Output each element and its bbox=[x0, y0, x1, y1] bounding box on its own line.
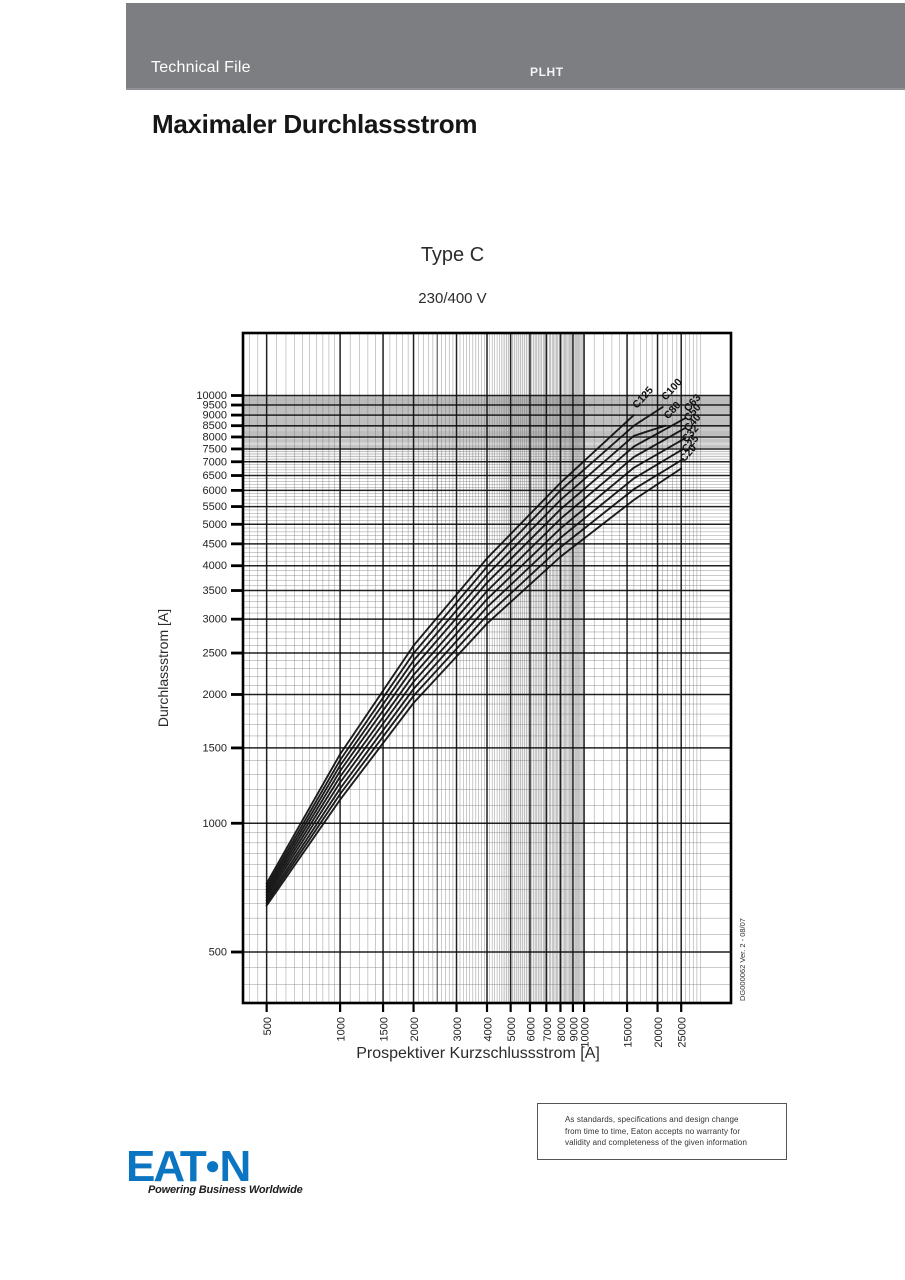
y-tick-label: 9500 bbox=[203, 400, 227, 412]
curve-C100 bbox=[265, 406, 664, 888]
x-tick-label: 2000 bbox=[409, 1017, 421, 1041]
y-tick-label: 3000 bbox=[203, 614, 227, 626]
logo-text-part: N bbox=[219, 1142, 251, 1191]
grid-density-band bbox=[501, 333, 547, 1003]
curve-C80 bbox=[265, 424, 667, 891]
y-tick-label: 6000 bbox=[203, 485, 227, 497]
x-tick-label: 7000 bbox=[542, 1017, 554, 1041]
curve-C125 bbox=[265, 414, 635, 885]
y-tick-label: 3500 bbox=[203, 585, 227, 597]
header-bar: Technical File PLHT bbox=[126, 3, 905, 90]
x-tick-label: 1500 bbox=[379, 1017, 391, 1041]
x-tick-label: 1000 bbox=[336, 1017, 348, 1041]
y-tick-label: 2500 bbox=[203, 648, 227, 660]
x-tick-label: 5000 bbox=[506, 1017, 518, 1041]
y-tick-label: 1000 bbox=[203, 818, 227, 830]
y-tick-label: 8500 bbox=[203, 420, 227, 432]
curve-C63 bbox=[265, 417, 687, 894]
page-title: Maximaler Durchlassstrom bbox=[152, 109, 478, 139]
disclaimer-box: As standards, specifications and design … bbox=[537, 1103, 787, 1160]
x-tick-label: 4000 bbox=[483, 1017, 495, 1041]
x-tick-label: 8000 bbox=[556, 1017, 568, 1041]
x-tick-label: 500 bbox=[262, 1017, 274, 1035]
curve-C32 bbox=[265, 447, 685, 902]
x-axis-title: Prospektiver Kurzschlussstrom [A] bbox=[356, 1045, 600, 1062]
x-tick-label: 6000 bbox=[525, 1017, 537, 1041]
disclaimer-line: validity and completeness of the given i… bbox=[565, 1138, 747, 1147]
y-tick-label: 9000 bbox=[203, 410, 227, 422]
plot-border bbox=[241, 331, 733, 1005]
logo-text-part: EAT bbox=[126, 1142, 207, 1191]
y-tick-label: 10000 bbox=[196, 390, 227, 402]
y-tick-label: 4000 bbox=[203, 560, 227, 572]
y-tick-label: 1500 bbox=[203, 742, 227, 754]
curve-C40 bbox=[265, 437, 687, 899]
y-tick-label: 7000 bbox=[203, 456, 227, 468]
x-tick-label: 9000 bbox=[568, 1017, 580, 1041]
grid-density-band bbox=[546, 333, 585, 1003]
disclaimer-line: from time to time, Eaton accepts no warr… bbox=[565, 1126, 741, 1136]
curve-C50 bbox=[265, 426, 687, 896]
y-axis-title: Durchlassstrom [A] bbox=[155, 609, 171, 727]
y-tick-label: 500 bbox=[209, 947, 227, 959]
eaton-logo: EAT●N bbox=[126, 1142, 251, 1191]
doc-id-vertical: DG000062 Ver. 2 - 08/07 bbox=[738, 918, 747, 1001]
x-tick-label: 25000 bbox=[677, 1017, 689, 1048]
x-tick-label: 10000 bbox=[580, 1017, 592, 1048]
x-tick-label: 15000 bbox=[623, 1017, 635, 1048]
curve-C20 bbox=[265, 467, 683, 907]
chart-type-label: Type C bbox=[420, 244, 485, 266]
y-tick-label: 2000 bbox=[203, 689, 227, 701]
logo-dot-icon: ● bbox=[204, 1150, 221, 1180]
y-tick-label: 8000 bbox=[203, 431, 227, 443]
disclaimer-line: As standards, specifications and design … bbox=[565, 1115, 739, 1124]
logo-tagline: Powering Business Worldwide bbox=[148, 1184, 303, 1196]
y-tick-label: 5000 bbox=[203, 519, 227, 531]
curve-C25 bbox=[265, 458, 685, 904]
header-document-type: Technical File bbox=[151, 59, 251, 76]
header-product-code: PLHT bbox=[530, 65, 564, 79]
y-tick-label: 4500 bbox=[203, 538, 227, 550]
y-tick-label: 5500 bbox=[203, 501, 227, 513]
chart-voltage-label: 230/400 V bbox=[418, 290, 487, 307]
y-tick-label: 6500 bbox=[203, 470, 227, 482]
y-tick-label: 7500 bbox=[203, 443, 227, 455]
x-tick-label: 3000 bbox=[452, 1017, 464, 1041]
x-tick-label: 20000 bbox=[653, 1017, 665, 1048]
